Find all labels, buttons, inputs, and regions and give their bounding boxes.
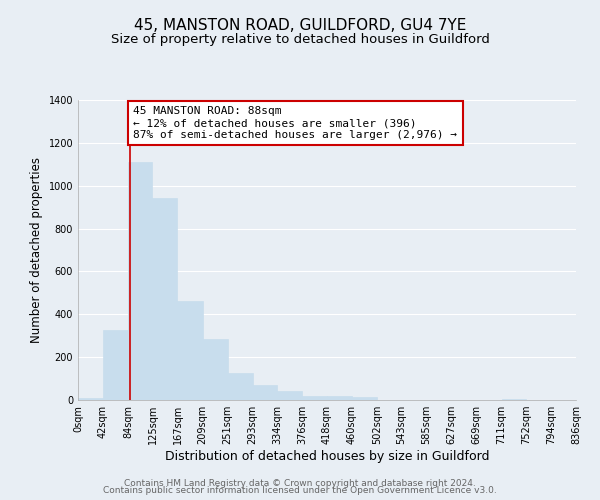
Text: Contains HM Land Registry data © Crown copyright and database right 2024.: Contains HM Land Registry data © Crown c… <box>124 478 476 488</box>
Bar <box>327 396 352 400</box>
Bar <box>352 397 377 400</box>
X-axis label: Distribution of detached houses by size in Guildford: Distribution of detached houses by size … <box>165 450 489 463</box>
Bar <box>103 330 128 400</box>
Bar <box>227 373 253 400</box>
Bar <box>277 391 302 400</box>
Bar <box>178 301 203 400</box>
Text: 45, MANSTON ROAD, GUILDFORD, GU4 7YE: 45, MANSTON ROAD, GUILDFORD, GU4 7YE <box>134 18 466 32</box>
Y-axis label: Number of detached properties: Number of detached properties <box>30 157 43 343</box>
Text: Size of property relative to detached houses in Guildford: Size of property relative to detached ho… <box>110 32 490 46</box>
Text: 45 MANSTON ROAD: 88sqm
← 12% of detached houses are smaller (396)
87% of semi-de: 45 MANSTON ROAD: 88sqm ← 12% of detached… <box>133 106 457 140</box>
Bar <box>128 162 152 400</box>
Bar <box>502 399 526 400</box>
Text: Contains public sector information licensed under the Open Government Licence v3: Contains public sector information licen… <box>103 486 497 495</box>
Bar <box>152 198 178 400</box>
Bar <box>203 340 227 400</box>
Bar <box>78 398 103 400</box>
Bar <box>302 396 327 400</box>
Bar <box>253 386 277 400</box>
